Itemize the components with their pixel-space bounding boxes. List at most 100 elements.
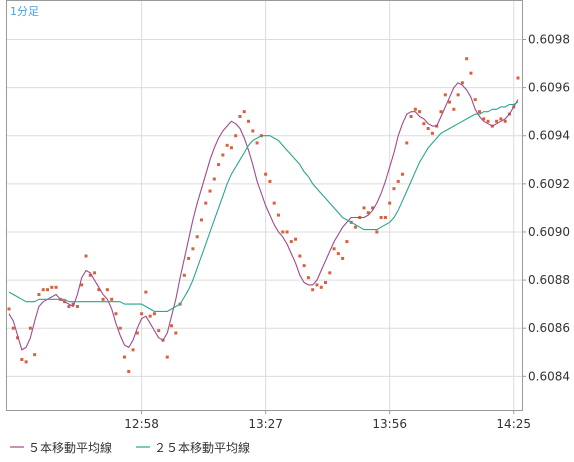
tick-marker <box>396 179 400 183</box>
tick-marker <box>127 370 131 374</box>
tick-marker <box>336 252 340 256</box>
tick-marker <box>306 276 310 280</box>
tick-marker <box>247 119 251 123</box>
tick-marker <box>362 206 366 210</box>
tick-marker <box>285 230 289 234</box>
tick-marker <box>225 143 229 147</box>
tick-marker <box>131 348 135 352</box>
y-axis-labels: 0.6084 0.6086 0.6088 0.6090 0.6092 0.6094 0.60… <box>522 32 570 383</box>
tick-marker <box>255 141 259 145</box>
tick-marker <box>486 119 490 123</box>
tick-marker <box>311 288 315 292</box>
tick-marker <box>332 247 336 251</box>
tick-marker <box>157 329 161 333</box>
x-tick-label: 13:56 <box>372 417 407 431</box>
tick-marker <box>71 302 75 306</box>
tick-marker <box>191 247 195 251</box>
tick-marker <box>234 134 238 138</box>
tick-marker <box>217 163 221 167</box>
plot-frame <box>6 0 523 411</box>
tick-marker <box>478 110 482 114</box>
tick-marker <box>114 312 118 316</box>
legend: ５本移動平均線 ２５本移動平均線 <box>10 440 250 455</box>
tick-marker <box>148 314 152 318</box>
tick-marker <box>182 273 186 277</box>
y-tick-label: 0.6092 <box>528 177 570 191</box>
tick-marker <box>319 285 323 289</box>
tick-marker <box>195 235 199 239</box>
tick-marker <box>93 271 97 275</box>
tick-marker <box>371 206 375 210</box>
tick-marker <box>452 107 456 111</box>
tick-marker <box>439 110 443 114</box>
tick-marker <box>298 254 302 258</box>
tick-marker <box>251 129 255 133</box>
tick-marker <box>268 179 272 183</box>
tick-marker <box>144 290 148 294</box>
tick-marker <box>401 172 405 176</box>
tick-marker <box>45 288 49 292</box>
tick-marker <box>392 187 396 191</box>
tick-marker <box>473 98 477 102</box>
moving-average-lines <box>8 82 519 351</box>
legend-label-ma25: ２５本移動平均線 <box>154 440 250 455</box>
tick-marker <box>281 230 285 234</box>
tick-marker <box>482 117 486 121</box>
tick-marker <box>67 305 71 309</box>
tick-marker <box>443 93 447 97</box>
y-tick-label: 0.6096 <box>528 81 570 95</box>
tick-marker <box>7 307 11 311</box>
x-tick-label: 12:58 <box>124 417 159 431</box>
tick-marker <box>204 201 208 205</box>
tick-marker <box>426 127 430 131</box>
tick-marker <box>495 119 499 123</box>
tick-marker <box>84 254 88 258</box>
tick-marker <box>383 216 387 220</box>
tick-marker <box>140 312 144 316</box>
tick-marker <box>24 360 28 364</box>
tick-marker <box>97 288 101 292</box>
tick-marker <box>105 288 109 292</box>
tick-marker <box>366 211 370 215</box>
tick-marker <box>229 146 233 150</box>
tick-marker <box>135 331 139 335</box>
y-tick-label: 0.6090 <box>528 225 570 239</box>
tick-marker <box>328 271 332 275</box>
tick-marker <box>388 201 392 205</box>
x-axis-labels: 12:58 13:27 13:56 14:25 <box>124 410 531 431</box>
tick-marker <box>315 283 319 287</box>
tick-marker <box>110 297 114 301</box>
tick-marker <box>199 218 203 222</box>
y-tick-label: 0.6086 <box>528 321 570 335</box>
tick-marker <box>294 237 298 241</box>
tick-marker <box>187 256 191 260</box>
tick-marker <box>101 297 105 301</box>
tick-marker <box>238 114 242 118</box>
tick-marker <box>208 189 212 193</box>
tick-marker <box>409 114 413 118</box>
tick-marker <box>353 225 357 229</box>
tick-marker <box>405 141 409 145</box>
tick-marker <box>418 110 422 114</box>
tick-marker <box>80 283 84 287</box>
legend-label-ma5: ５本移動平均線 <box>28 440 112 455</box>
tick-marker <box>28 326 32 330</box>
tick-marker <box>430 131 434 135</box>
x-tick-label: 14:25 <box>496 417 531 431</box>
tick-marker <box>165 355 169 359</box>
x-tick-label: 13:27 <box>248 417 283 431</box>
tick-marker <box>122 355 126 359</box>
y-tick-label: 0.6084 <box>528 369 570 383</box>
tick-marker <box>88 273 92 277</box>
tick-marker <box>465 57 469 61</box>
tick-marker <box>33 353 37 357</box>
tick-marker <box>375 230 379 234</box>
y-tick-label: 0.6094 <box>528 129 570 143</box>
tick-marker <box>75 305 79 309</box>
tick-marker <box>379 216 383 220</box>
tick-marker <box>516 76 520 80</box>
tick-marker <box>41 288 45 292</box>
tick-marker <box>20 357 24 361</box>
tick-marker <box>170 324 174 328</box>
tick-marker <box>499 117 503 121</box>
